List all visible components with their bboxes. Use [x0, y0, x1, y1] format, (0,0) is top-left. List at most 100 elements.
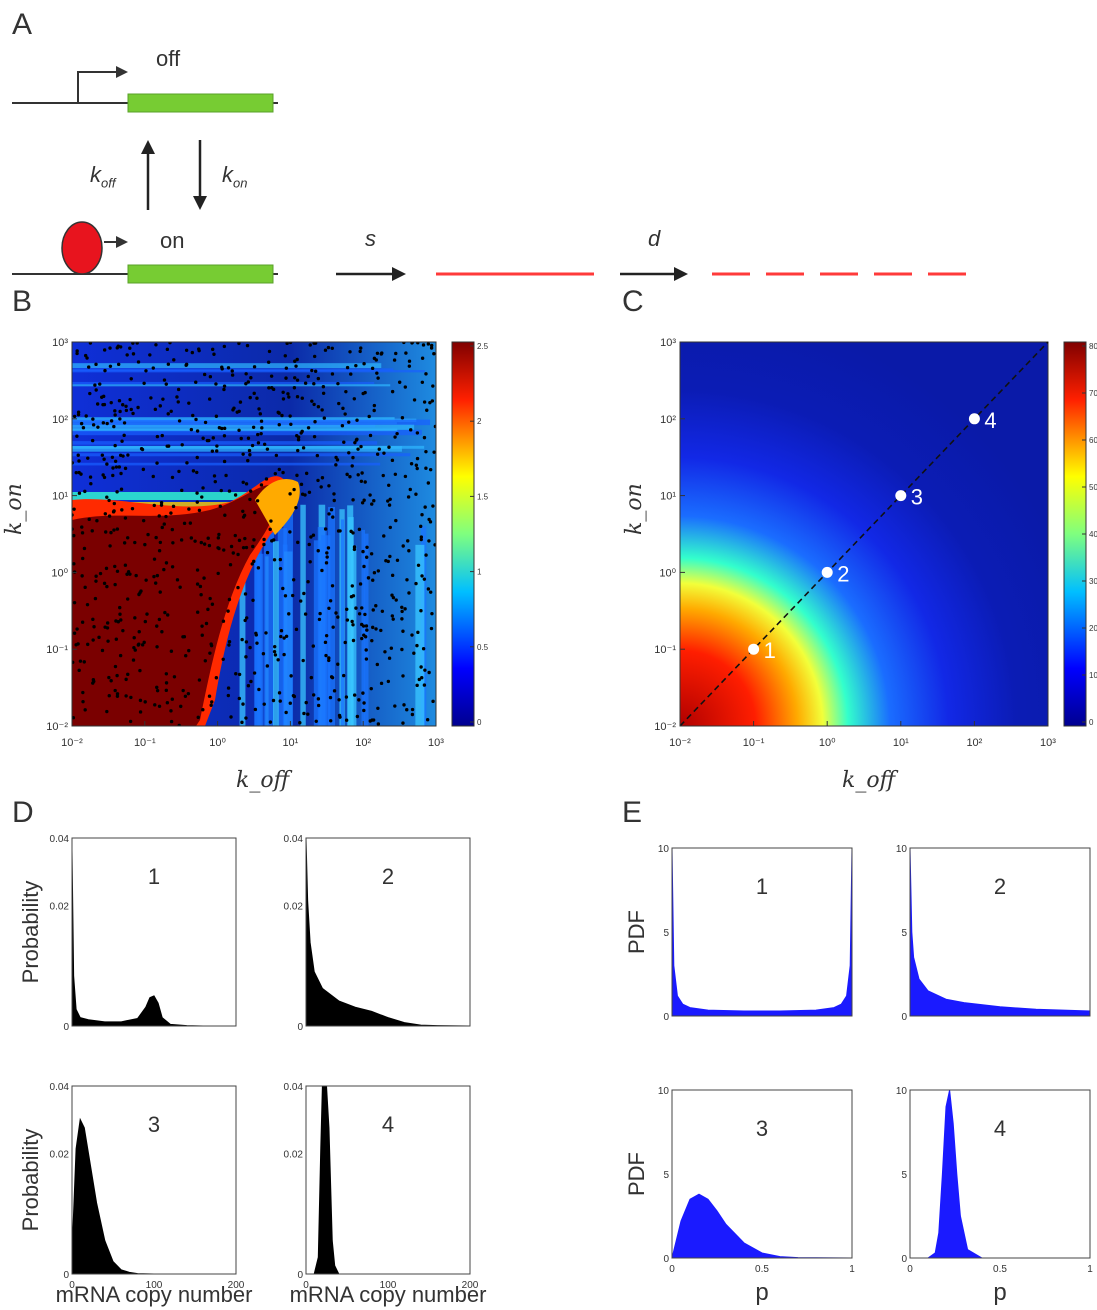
scatter-dot [151, 474, 155, 479]
x-tick-label: 10³ [428, 737, 444, 749]
scatter-dot [258, 412, 263, 416]
gene-off-state [12, 66, 278, 113]
scatter-dot [227, 489, 232, 493]
scatter-dot [268, 720, 273, 724]
scatter-dot [389, 646, 394, 650]
x-tick-label: 1 [1087, 1264, 1093, 1275]
scatter-dot [279, 634, 283, 639]
scatter-dot [431, 699, 435, 704]
scatter-dot [252, 671, 257, 675]
scatter-dot [369, 686, 373, 691]
scatter-dot [419, 524, 423, 529]
subplot-frame [909, 1089, 1091, 1259]
scatter-dot [114, 619, 118, 623]
scatter-dot [358, 349, 362, 354]
scatter-dot [135, 342, 139, 345]
scatter-dot [144, 578, 148, 582]
scatter-dot [420, 574, 424, 578]
scatter-dot [288, 414, 292, 418]
ylabel-probability: Probability [18, 1129, 43, 1232]
scatter-dot [259, 419, 264, 423]
scatter-dot [115, 527, 120, 531]
xlabel-c: k_off [842, 768, 896, 793]
scatter-dot [118, 453, 123, 458]
scatter-dot [262, 537, 266, 542]
scatter-dot [295, 357, 299, 362]
scatter-dot [303, 381, 308, 385]
scatter-dot [72, 631, 77, 635]
scatter-dot [118, 417, 122, 421]
scatter-dot [415, 643, 419, 648]
scatter-dot [433, 543, 436, 547]
xlabel-mrna-copy-number: mRNA copy number [290, 1282, 487, 1307]
scatter-dot [118, 409, 122, 414]
scatter-dot [119, 471, 123, 476]
scatter-dot [330, 584, 335, 588]
scatter-dot [288, 530, 292, 534]
scatter-dot [254, 633, 258, 637]
scatter-dot [214, 676, 219, 680]
scatter-dot [312, 342, 316, 345]
scatter-dot [284, 376, 288, 380]
scatter-dot [415, 466, 419, 471]
scatter-dot [311, 644, 315, 648]
scatter-dot [187, 507, 191, 511]
scatter-dot [311, 533, 316, 537]
ylabel-pdf: PDF [624, 910, 649, 954]
scatter-dot [311, 693, 316, 697]
scatter-dot [270, 539, 274, 543]
scatter-dot [372, 403, 377, 408]
scatter-dot [126, 453, 130, 457]
heatmap-b-streak [277, 528, 287, 726]
scatter-dot [370, 502, 374, 506]
heatmap-b-streak [273, 541, 279, 726]
scatter-dot [376, 376, 380, 380]
subplot-frame [671, 847, 853, 1017]
scatter-dot [246, 436, 251, 440]
scatter-dot [88, 342, 93, 345]
scatter-dot [131, 658, 136, 662]
scatter-dot [241, 509, 245, 513]
scatter-dot [128, 572, 132, 576]
heatmap-b-streak [340, 519, 345, 726]
subplot-frame [305, 837, 471, 1027]
y-tick-label: 10³ [52, 337, 68, 349]
scatter-dot [352, 397, 357, 401]
scatter-dot [144, 369, 148, 373]
scatter-dot [363, 390, 367, 395]
scatter-dot [283, 594, 288, 598]
scatter-dot [359, 479, 364, 484]
scatter-dot [422, 400, 427, 404]
ylabel-probability: Probability [18, 881, 43, 984]
distribution-area-1 [671, 847, 853, 1017]
scatter-dot [193, 539, 197, 543]
scatter-dot [164, 688, 169, 693]
scatter-dot [210, 602, 215, 606]
scatter-dot [306, 580, 310, 584]
scatter-dot [153, 703, 157, 707]
scatter-dot [241, 452, 245, 456]
scatter-dot [214, 382, 218, 386]
scatter-dot [83, 489, 87, 494]
scatter-dot [299, 599, 303, 603]
scatter-dot [216, 536, 221, 540]
scatter-dot [360, 606, 364, 610]
scatter-dot [361, 624, 366, 628]
scatter-dot [178, 585, 182, 589]
scatter-dot [72, 660, 75, 664]
scatter-dot [206, 536, 210, 540]
scatter-dot [159, 500, 164, 505]
scatter-dot [429, 626, 434, 631]
scatter-dot [237, 696, 242, 701]
scatter-dot [277, 467, 282, 472]
scatter-dot [296, 540, 300, 545]
subplot-frame [71, 837, 237, 1027]
scatter-dot [327, 606, 331, 610]
scatter-dot [177, 469, 181, 474]
scatter-dot [207, 438, 211, 443]
scatter-dot [160, 525, 164, 530]
scatter-dot [272, 558, 277, 562]
scatter-dot [216, 571, 220, 576]
y-tick-label: 5 [901, 1170, 907, 1181]
scatter-dot [158, 540, 163, 545]
